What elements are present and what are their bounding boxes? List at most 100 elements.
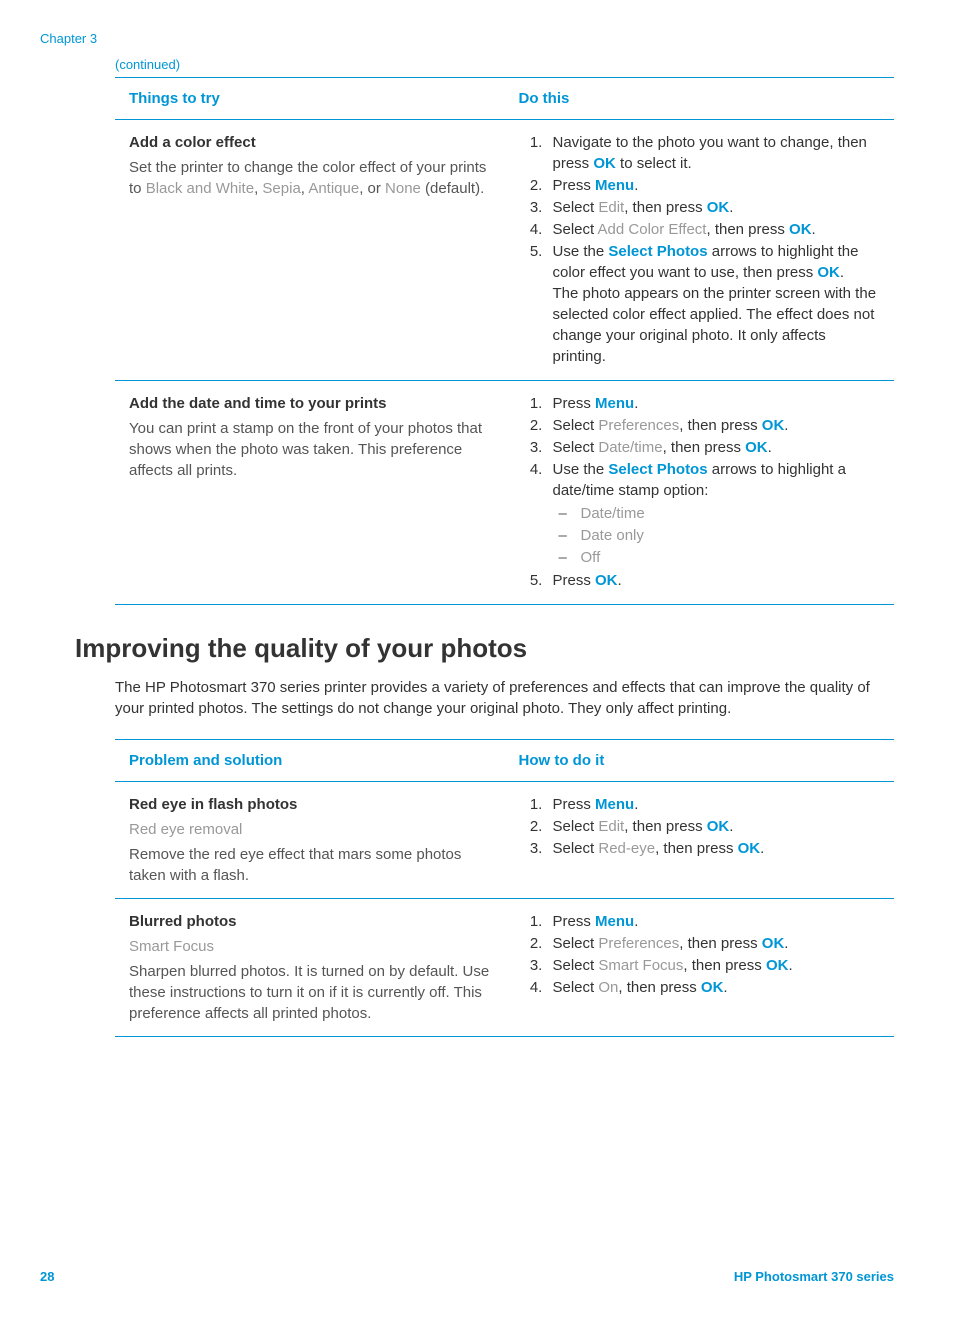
row-title: Blurred photos bbox=[129, 911, 491, 932]
table2-header-left: Problem and solution bbox=[115, 739, 505, 781]
ok-label: OK bbox=[766, 957, 789, 974]
step-text: Select bbox=[553, 818, 599, 835]
step-text: Select bbox=[553, 935, 599, 952]
step-item: Press Menu. bbox=[547, 911, 881, 932]
step-item: Press Menu. bbox=[547, 175, 881, 196]
row-desc: You can print a stamp on the front of yo… bbox=[129, 418, 491, 481]
steps-list: Press Menu. Select Edit, then press OK. … bbox=[519, 794, 881, 859]
table-things-to-try: Things to try Do this Add a color effect… bbox=[115, 77, 894, 605]
content-wrap: Things to try Do this Add a color effect… bbox=[115, 77, 894, 605]
page-number: 28 bbox=[40, 1268, 54, 1286]
step-text: , then press bbox=[618, 979, 701, 996]
step-text: Use the bbox=[553, 243, 609, 260]
step-text: to select it. bbox=[616, 155, 692, 172]
step-item: Select Edit, then press OK. bbox=[547, 197, 881, 218]
sub-item: Off bbox=[575, 547, 881, 568]
ok-label: OK bbox=[738, 840, 761, 857]
step-item: Select Add Color Effect, then press OK. bbox=[547, 219, 881, 240]
step-text: , then press bbox=[655, 840, 738, 857]
menu-label: Menu bbox=[595, 177, 634, 194]
step-item: Select Preferences, then press OK. bbox=[547, 933, 881, 954]
product-name: HP Photosmart 370 series bbox=[734, 1268, 894, 1286]
steps-list: Navigate to the photo you want to change… bbox=[519, 132, 881, 367]
term-none: None bbox=[385, 180, 421, 197]
step-text: . bbox=[760, 840, 764, 857]
table-row: Red eye in flash photos Red eye removal … bbox=[115, 781, 894, 898]
ok-label: OK bbox=[707, 818, 730, 835]
row-subtitle: Smart Focus bbox=[129, 936, 491, 957]
edit-term: Edit bbox=[598, 199, 624, 216]
step-item: Select Smart Focus, then press OK. bbox=[547, 955, 881, 976]
ok-label: OK bbox=[817, 264, 840, 281]
ok-label: OK bbox=[762, 935, 785, 952]
step-text: . bbox=[768, 439, 772, 456]
edit-term: Edit bbox=[598, 818, 624, 835]
step-text: Press bbox=[553, 796, 596, 813]
term-sepia: Sepia bbox=[262, 180, 300, 197]
step-text: Select bbox=[553, 957, 599, 974]
sub-item: Date/time bbox=[575, 503, 881, 524]
select-photos-label: Select Photos bbox=[608, 243, 707, 260]
steps-list: Press Menu. Select Preferences, then pre… bbox=[519, 911, 881, 998]
row-title: Add the date and time to your prints bbox=[129, 393, 491, 414]
step-text: , then press bbox=[624, 818, 707, 835]
preferences-term: Preferences bbox=[598, 935, 679, 952]
step-text: Select bbox=[553, 417, 599, 434]
section-body: The HP Photosmart 370 series printer pro… bbox=[115, 677, 894, 1037]
step-text: . bbox=[634, 913, 638, 930]
ok-label: OK bbox=[707, 199, 730, 216]
step-item: Select On, then press OK. bbox=[547, 977, 881, 998]
step-item: Press Menu. bbox=[547, 794, 881, 815]
step-text: , then press bbox=[679, 417, 762, 434]
step-text: Press bbox=[553, 395, 596, 412]
ok-label: OK bbox=[745, 439, 768, 456]
ok-label: OK bbox=[701, 979, 724, 996]
menu-label: Menu bbox=[595, 796, 634, 813]
table-row: Blurred photos Smart Focus Sharpen blurr… bbox=[115, 898, 894, 1036]
step-text: . bbox=[840, 264, 844, 281]
step-item: Select Date/time, then press OK. bbox=[547, 437, 881, 458]
ok-label: OK bbox=[593, 155, 616, 172]
row-title: Red eye in flash photos bbox=[129, 794, 491, 815]
step-item: Select Preferences, then press OK. bbox=[547, 415, 881, 436]
table1-header-left: Things to try bbox=[115, 78, 505, 120]
row-desc: Sharpen blurred photos. It is turned on … bbox=[129, 961, 491, 1024]
step-text: . bbox=[784, 935, 788, 952]
datetime-term: Date/time bbox=[598, 439, 662, 456]
table-row: Add a color effect Set the printer to ch… bbox=[115, 120, 894, 381]
step-text: , then press bbox=[679, 935, 762, 952]
row-desc: Remove the red eye effect that mars some… bbox=[129, 844, 491, 886]
step-item: Use the Select Photos arrows to highligh… bbox=[547, 459, 881, 568]
table-row: Add the date and time to your prints You… bbox=[115, 381, 894, 605]
redeye-term: Red-eye bbox=[598, 840, 655, 857]
step-text: . bbox=[634, 796, 638, 813]
menu-label: Menu bbox=[595, 913, 634, 930]
sub-list: Date/time Date only Off bbox=[553, 503, 881, 568]
continued-label: (continued) bbox=[115, 56, 894, 74]
sub-item: Date only bbox=[575, 525, 881, 546]
step-item: Select Red-eye, then press OK. bbox=[547, 838, 881, 859]
step-text: Select bbox=[553, 979, 599, 996]
step-text: . bbox=[723, 979, 727, 996]
row-title: Add a color effect bbox=[129, 132, 491, 153]
section-heading: Improving the quality of your photos bbox=[75, 630, 894, 666]
section-intro: The HP Photosmart 370 series printer pro… bbox=[115, 677, 894, 719]
ok-label: OK bbox=[789, 221, 812, 238]
step-item: Press OK. bbox=[547, 570, 881, 591]
select-photos-label: Select Photos bbox=[608, 461, 707, 478]
preferences-term: Preferences bbox=[598, 417, 679, 434]
step-text: , then press bbox=[706, 221, 789, 238]
step-text: . bbox=[634, 395, 638, 412]
table1-header-right: Do this bbox=[505, 78, 895, 120]
color-effect-term: Add Color Effect bbox=[598, 221, 707, 238]
step-text: , then press bbox=[683, 957, 766, 974]
row-desc: Set the printer to change the color effe… bbox=[129, 157, 491, 199]
step-text: . bbox=[634, 177, 638, 194]
step-text: Press bbox=[553, 572, 596, 589]
row-subtitle: Red eye removal bbox=[129, 819, 491, 840]
table-problem-solution: Problem and solution How to do it Red ey… bbox=[115, 739, 894, 1037]
step-text: , then press bbox=[624, 199, 707, 216]
smartfocus-term: Smart Focus bbox=[598, 957, 683, 974]
step-text: . bbox=[618, 572, 622, 589]
step-item: Navigate to the photo you want to change… bbox=[547, 132, 881, 174]
